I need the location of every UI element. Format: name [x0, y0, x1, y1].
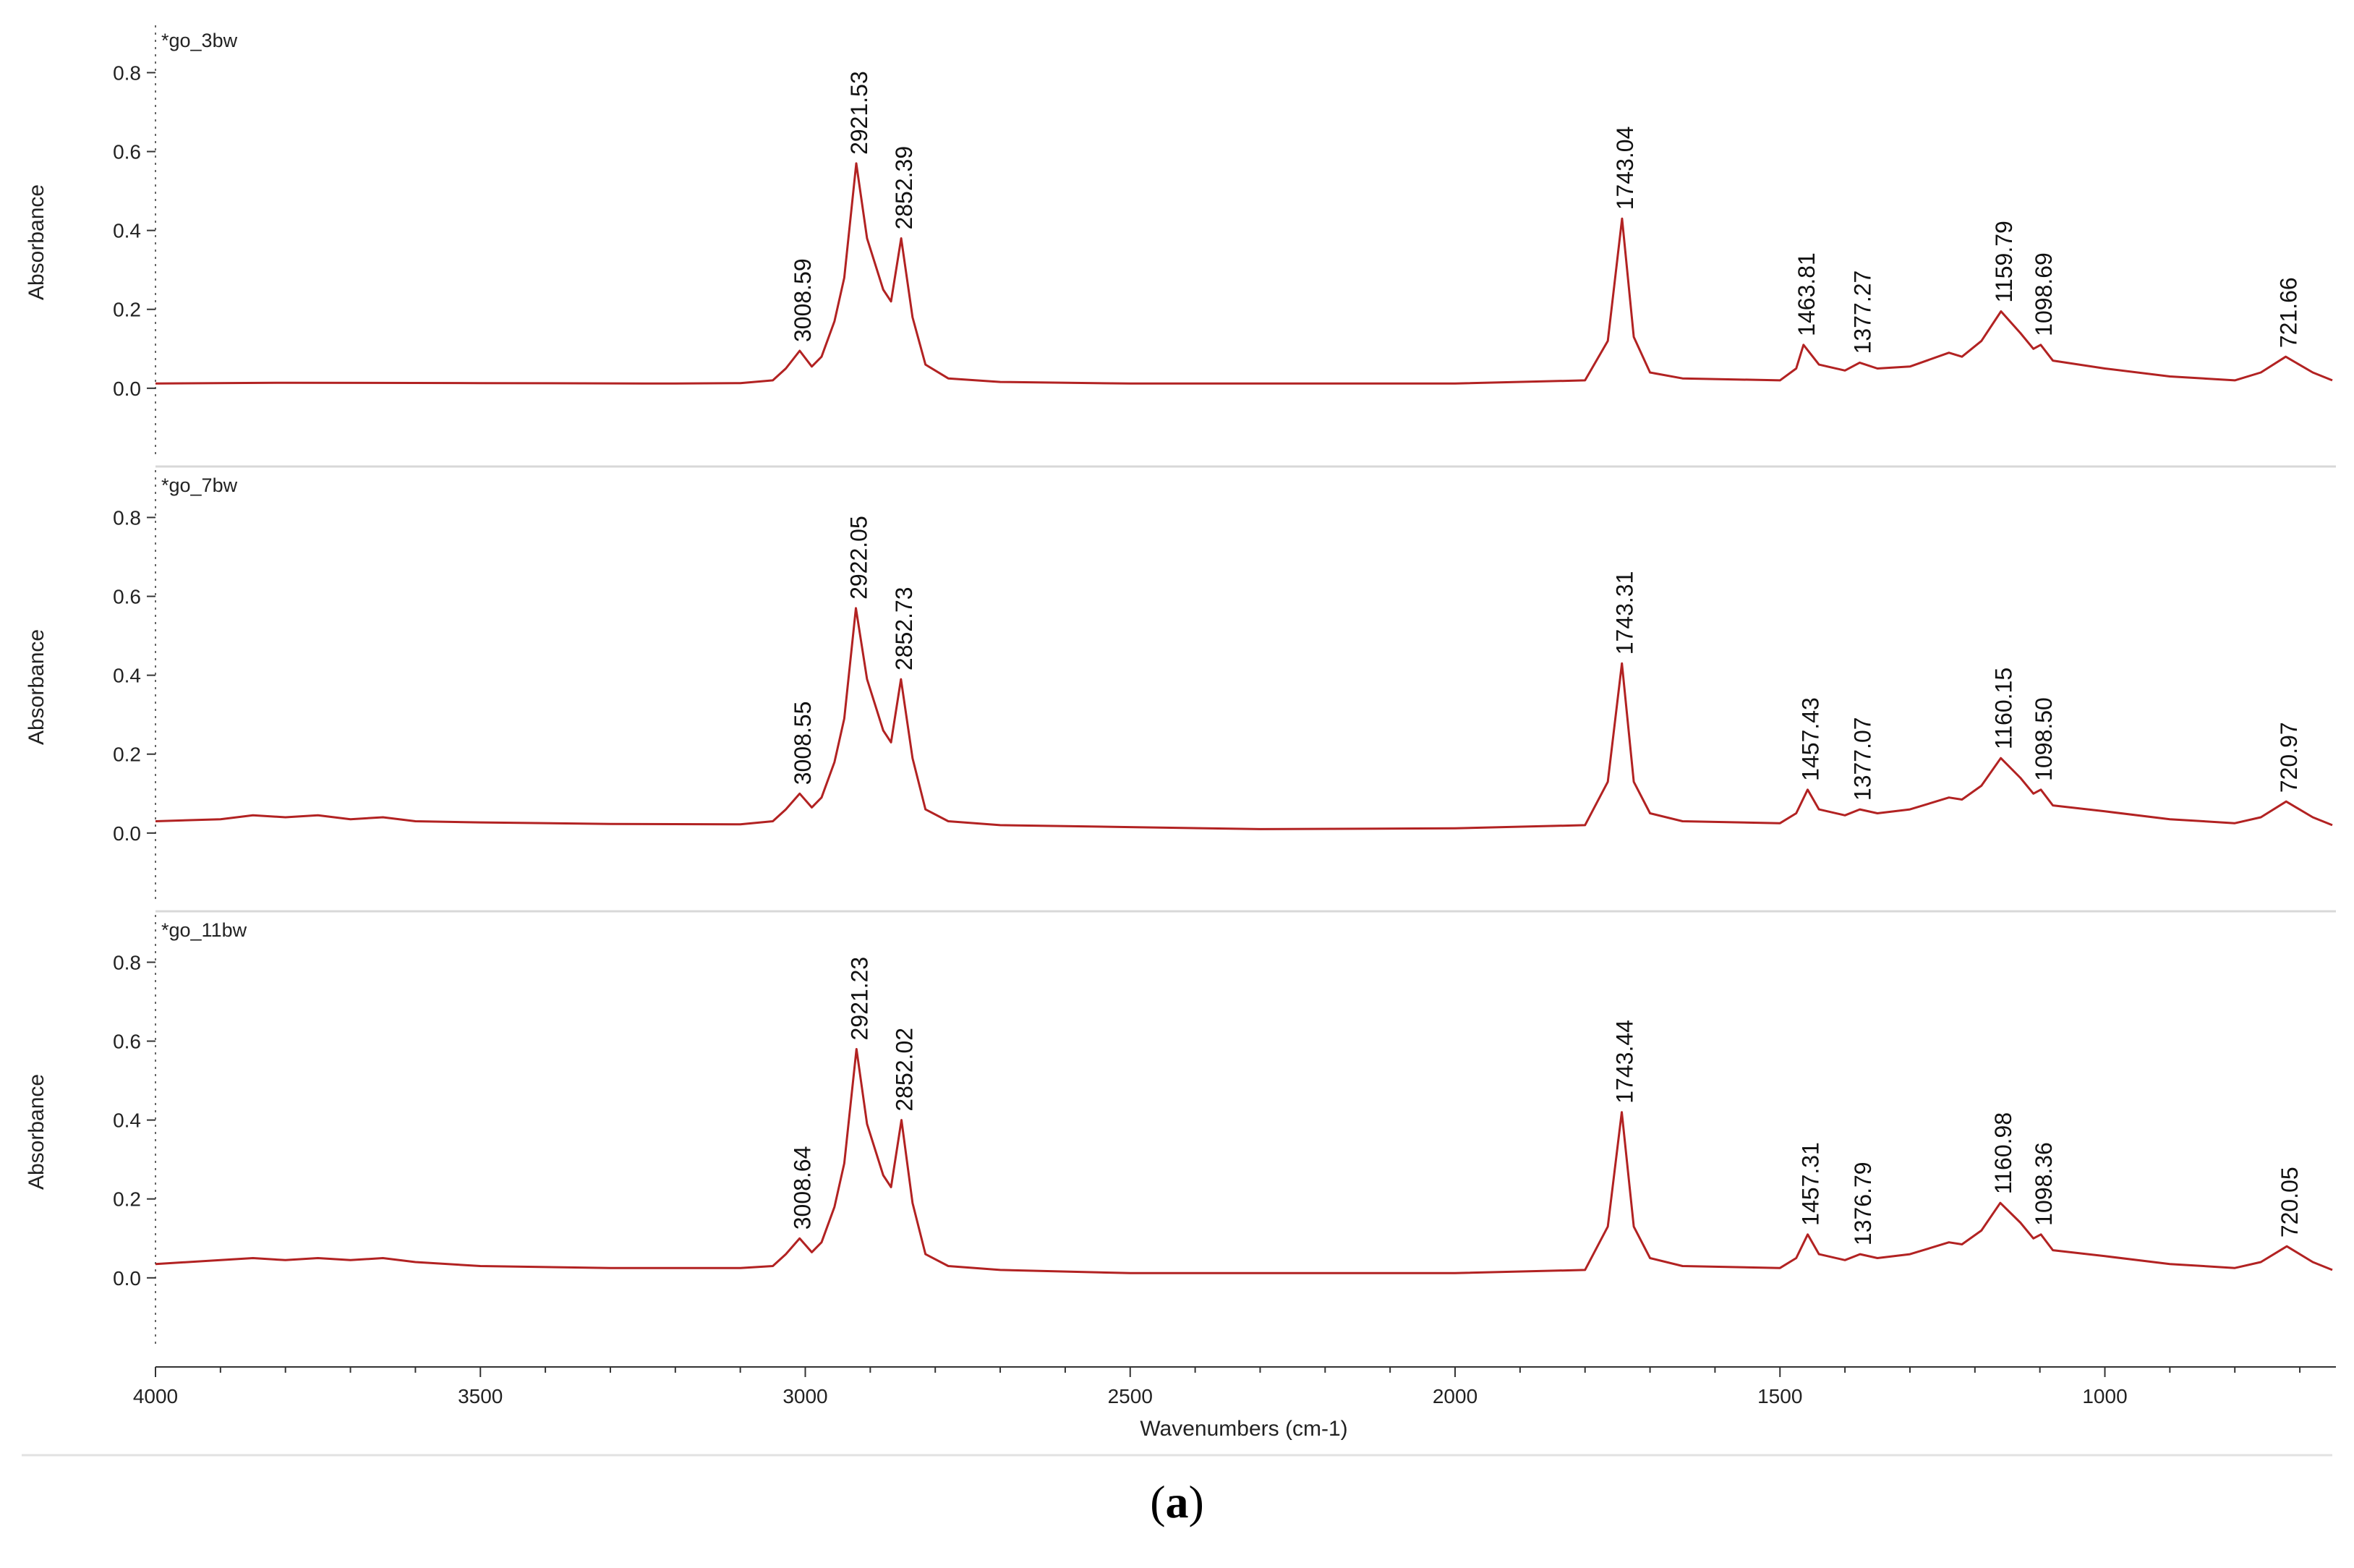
y-axis-title: Absorbance: [25, 1074, 48, 1190]
peak-label: 2852.02: [891, 1028, 917, 1112]
x-tick-label: 2000: [1433, 1385, 1477, 1407]
peak-label: 1098.69: [2031, 252, 2057, 336]
spectrum-line: [155, 1048, 2333, 1274]
peak-label: 1376.79: [1850, 1162, 1876, 1245]
y-tick-label: 0.2: [113, 743, 141, 766]
y-tick-label: 0.4: [113, 665, 141, 687]
y-tick-label: 0.2: [113, 299, 141, 321]
x-tick-label: 1500: [1757, 1385, 1802, 1407]
x-tick-label: 3500: [458, 1385, 503, 1407]
peak-label: 1377.27: [1850, 270, 1876, 354]
y-tick-label: 0.4: [113, 220, 141, 242]
peak-label: 3008.55: [790, 702, 816, 785]
series-name-label: *go_3bw: [161, 30, 238, 51]
peak-label: 3008.64: [790, 1146, 816, 1230]
spectrum-line: [155, 607, 2333, 830]
x-tick-label: 1000: [2082, 1385, 2127, 1407]
caption-open-paren: (: [1150, 1476, 1166, 1527]
y-axis-title: Absorbance: [25, 184, 48, 300]
caption-close-paren: ): [1188, 1476, 1204, 1527]
peak-label: 1743.31: [1612, 571, 1638, 655]
y-tick-label: 0.2: [113, 1188, 141, 1211]
peak-label: 2852.39: [891, 146, 917, 230]
peak-label: 1743.04: [1612, 127, 1638, 210]
peak-label: 2852.73: [891, 587, 917, 670]
peak-label: 2921.23: [846, 957, 872, 1041]
peak-label: 1160.15: [1991, 668, 2017, 749]
ftir-chart: 0.0 0.2 0.4 0.6 0.8 Absorbance *go_3bw 3008.59 2…: [22, 25, 2336, 1457]
peak-label: 1457.31: [1798, 1142, 1824, 1226]
peak-label: 720.97: [2276, 722, 2302, 793]
peak-label: 1463.81: [1794, 252, 1820, 336]
spectrum-line: [155, 162, 2333, 385]
y-tick-label: 0.8: [113, 951, 141, 973]
series-name-label: *go_7bw: [161, 474, 238, 496]
x-tick-label: 3000: [782, 1385, 827, 1407]
y-tick-label: 0.6: [113, 586, 141, 608]
peak-label: 1159.79: [1991, 221, 2017, 302]
peak-label: 1098.50: [2031, 697, 2057, 781]
y-axis-title: Absorbance: [25, 629, 48, 745]
peak-label: 1743.44: [1612, 1020, 1638, 1104]
y-tick-label: 0.0: [113, 378, 141, 400]
y-tick-label: 0.8: [113, 61, 141, 84]
peak-label: 2921.53: [846, 71, 872, 155]
peak-label: 2922.05: [846, 516, 872, 600]
x-tick-label: 4000: [133, 1385, 178, 1407]
y-tick-label: 0.6: [113, 1031, 141, 1053]
y-tick-label: 0.0: [113, 1267, 141, 1290]
peak-label: 1160.98: [1990, 1112, 2016, 1194]
x-tick-label: 2500: [1108, 1385, 1153, 1407]
figure-caption: (a): [0, 1475, 2354, 1529]
x-axis-title: Wavenumbers (cm-1): [1140, 1417, 1347, 1441]
peak-label: 721.66: [2276, 277, 2302, 348]
y-tick-label: 0.0: [113, 822, 141, 845]
caption-letter: a: [1165, 1476, 1189, 1527]
peak-label: 1377.07: [1850, 717, 1876, 801]
series-name-label: *go_11bw: [161, 919, 247, 941]
y-tick-label: 0.8: [113, 506, 141, 529]
peak-label: 1098.36: [2031, 1142, 2057, 1226]
peak-label: 3008.59: [790, 258, 816, 342]
peak-label: 1457.43: [1798, 697, 1824, 781]
y-tick-label: 0.4: [113, 1109, 141, 1132]
peak-label: 720.05: [2277, 1167, 2303, 1237]
y-tick-label: 0.6: [113, 141, 141, 163]
